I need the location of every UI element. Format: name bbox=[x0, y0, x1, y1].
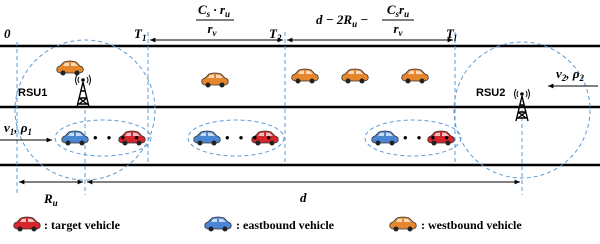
road bbox=[0, 46, 600, 165]
label: , ρ bbox=[13, 120, 28, 135]
svg-text:rv: rv bbox=[393, 21, 403, 38]
boundaries bbox=[15, 32, 590, 195]
label: R bbox=[43, 191, 53, 206]
time-mark: 0 bbox=[4, 26, 11, 41]
label: C bbox=[198, 2, 207, 17]
label: u bbox=[53, 198, 58, 208]
svg-text:• • • •: • • • • bbox=[225, 130, 274, 145]
svg-text:v2, ρ2: v2, ρ2 bbox=[556, 66, 584, 83]
label: 1 bbox=[27, 127, 32, 137]
label: , ρ bbox=[565, 66, 580, 81]
label: v bbox=[399, 28, 404, 38]
rsu-label: RSU1 bbox=[18, 87, 47, 99]
legend-label: : target vehicle bbox=[44, 218, 121, 232]
svg-text:• • • •: • • • • bbox=[93, 130, 142, 145]
label: − bbox=[357, 12, 368, 27]
legend-label: : eastbound vehicle bbox=[236, 218, 335, 232]
label: u bbox=[225, 9, 230, 19]
label: 0 bbox=[4, 26, 11, 41]
label: 1 bbox=[142, 33, 147, 43]
flow-2: v2, ρ2 bbox=[548, 66, 598, 86]
svg-text:Ru: Ru bbox=[43, 191, 58, 208]
svg-text:Cs · ru: Cs · ru bbox=[198, 2, 230, 19]
flow-1: v1, ρ1 bbox=[0, 120, 52, 140]
svg-text:v1, ρ1: v1, ρ1 bbox=[4, 120, 32, 137]
svg-text:• • • •: • • • • bbox=[403, 130, 452, 145]
interval-1: Cs · ru rv bbox=[150, 2, 283, 40]
diagram: • • • • • • • • • • • • RSU1 RSU2 0 T1 T… bbox=[0, 0, 600, 244]
label: l bbox=[454, 33, 457, 43]
label: d bbox=[300, 190, 307, 205]
svg-text:d − 2Ru −: d − 2Ru − bbox=[316, 12, 368, 29]
label: · r bbox=[210, 2, 226, 17]
legend: : target vehicle : eastbound vehicle : w… bbox=[14, 217, 523, 232]
interval-2: d − 2Ru − Csru rv bbox=[287, 2, 453, 40]
svg-text:Csru: Csru bbox=[387, 2, 409, 19]
label: u bbox=[404, 9, 409, 19]
legend-label: : westbound vehicle bbox=[421, 218, 522, 232]
rsu1-tower bbox=[76, 75, 91, 107]
label: 2 bbox=[578, 73, 584, 83]
label: 2 bbox=[276, 33, 282, 43]
label: d − 2R bbox=[316, 12, 352, 27]
label: v bbox=[213, 28, 218, 38]
time-mark: T1 bbox=[134, 26, 146, 43]
vehicles: • • • • • • • • • • • • bbox=[57, 61, 454, 146]
rsu-label: RSU2 bbox=[476, 87, 505, 99]
rsu2-tower bbox=[515, 89, 530, 121]
label: C bbox=[387, 2, 396, 17]
svg-text:rv: rv bbox=[207, 21, 217, 38]
distances: Ru d bbox=[19, 182, 520, 208]
